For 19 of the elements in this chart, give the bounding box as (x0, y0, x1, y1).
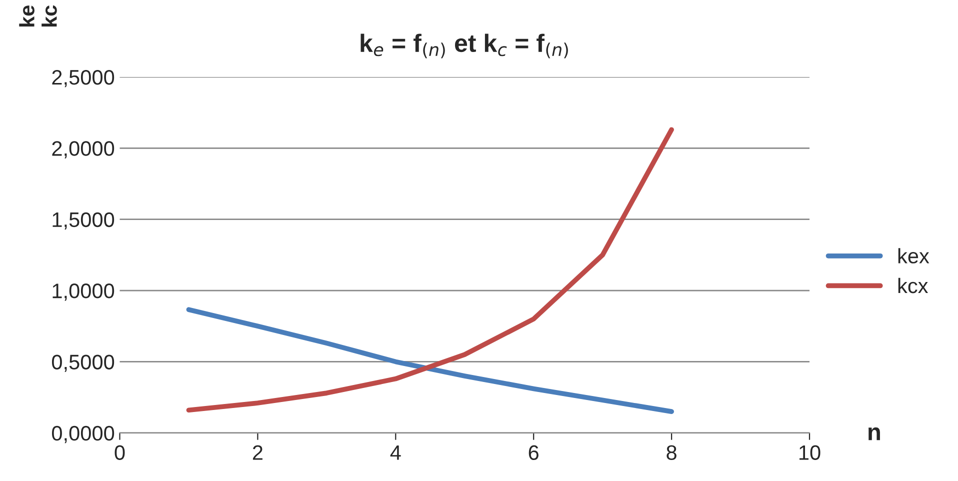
y-tick-label: 0,5000 (52, 354, 114, 372)
y-tick-label: 1,0000 (52, 284, 114, 301)
x-tick-label: 6 (528, 445, 538, 460)
y-tick-label: 0,0000 (52, 426, 114, 444)
x-tick-label: 4 (390, 445, 401, 460)
legend-label: kex (898, 248, 930, 264)
y-tick-label: 2,5000 (52, 70, 114, 88)
line-series (186, 307, 674, 414)
x-axis-title: n (868, 427, 880, 440)
x-tick-label: 0 (114, 445, 125, 460)
y-axis-title: ke kc (19, 5, 57, 27)
x-tick-label: 10 (800, 445, 820, 460)
x-tick-label: 2 (252, 445, 262, 460)
legend-label: kcx (898, 278, 928, 294)
line-series (186, 127, 674, 413)
y-tick-label: 2,0000 (52, 141, 114, 158)
y-tick-label: 1,5000 (52, 212, 114, 230)
chart-title: k$_{e}$ = f$_{(n)}$ et k$_{c}$ = f$_{(n)}$ (360, 34, 568, 58)
x-tick-label: 8 (666, 445, 676, 460)
